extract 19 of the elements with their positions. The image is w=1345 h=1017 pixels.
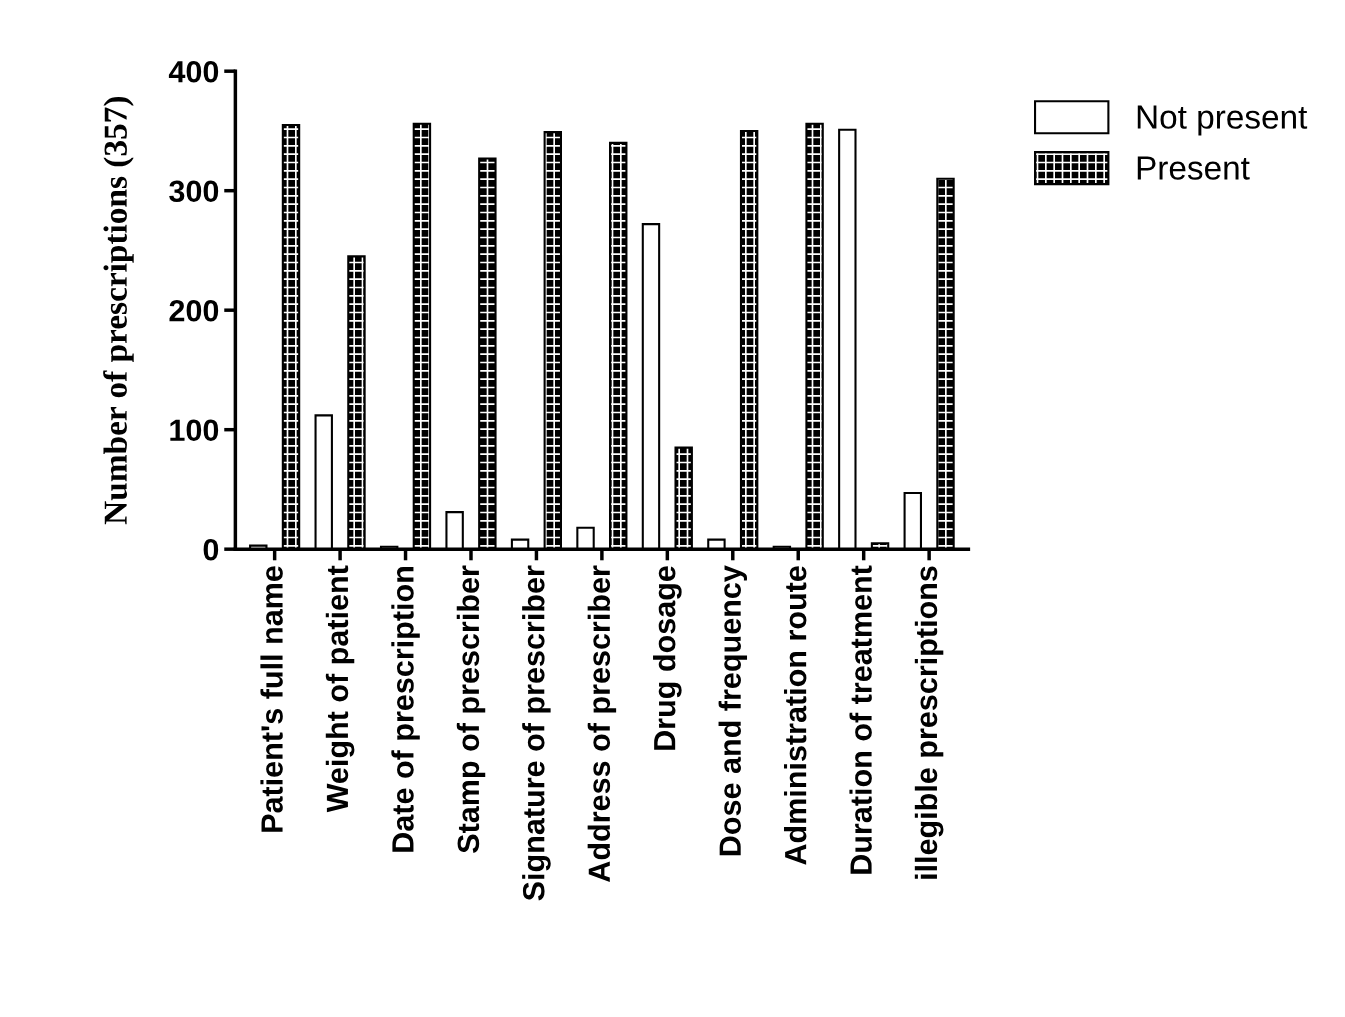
y-tick-label: 400 [168,60,219,83]
x-tick-label: Administration route [783,566,807,865]
y-tick-label: 100 [170,419,219,442]
x-tick-label: illegible prescriptions [914,566,944,879]
x-tick-label: Patient's full name [260,566,283,832]
x-tick-label: Weight of patient [325,565,355,813]
x-tick-label: Date of prescription [391,567,420,852]
x-tick-label: Drug dosage [653,566,682,750]
legend-label: Not present [1137,105,1308,136]
x-tick-label: Address of prescriber [587,565,617,882]
y-axis-title: Number of prescriptions (357) [103,96,134,525]
x-tick-label: Duration of treatment [849,565,872,874]
x-tick-label: Stamp of prescriber [456,565,486,853]
x-tick-label: Signature of prescriber [522,565,551,901]
y-tick-label: 0 [203,538,219,561]
y-tick-label: 300 [169,180,219,203]
legend-label: Present [1137,156,1250,180]
x-tick-label: Dose and frequency [718,565,748,856]
y-tick-label: 200 [169,299,219,322]
